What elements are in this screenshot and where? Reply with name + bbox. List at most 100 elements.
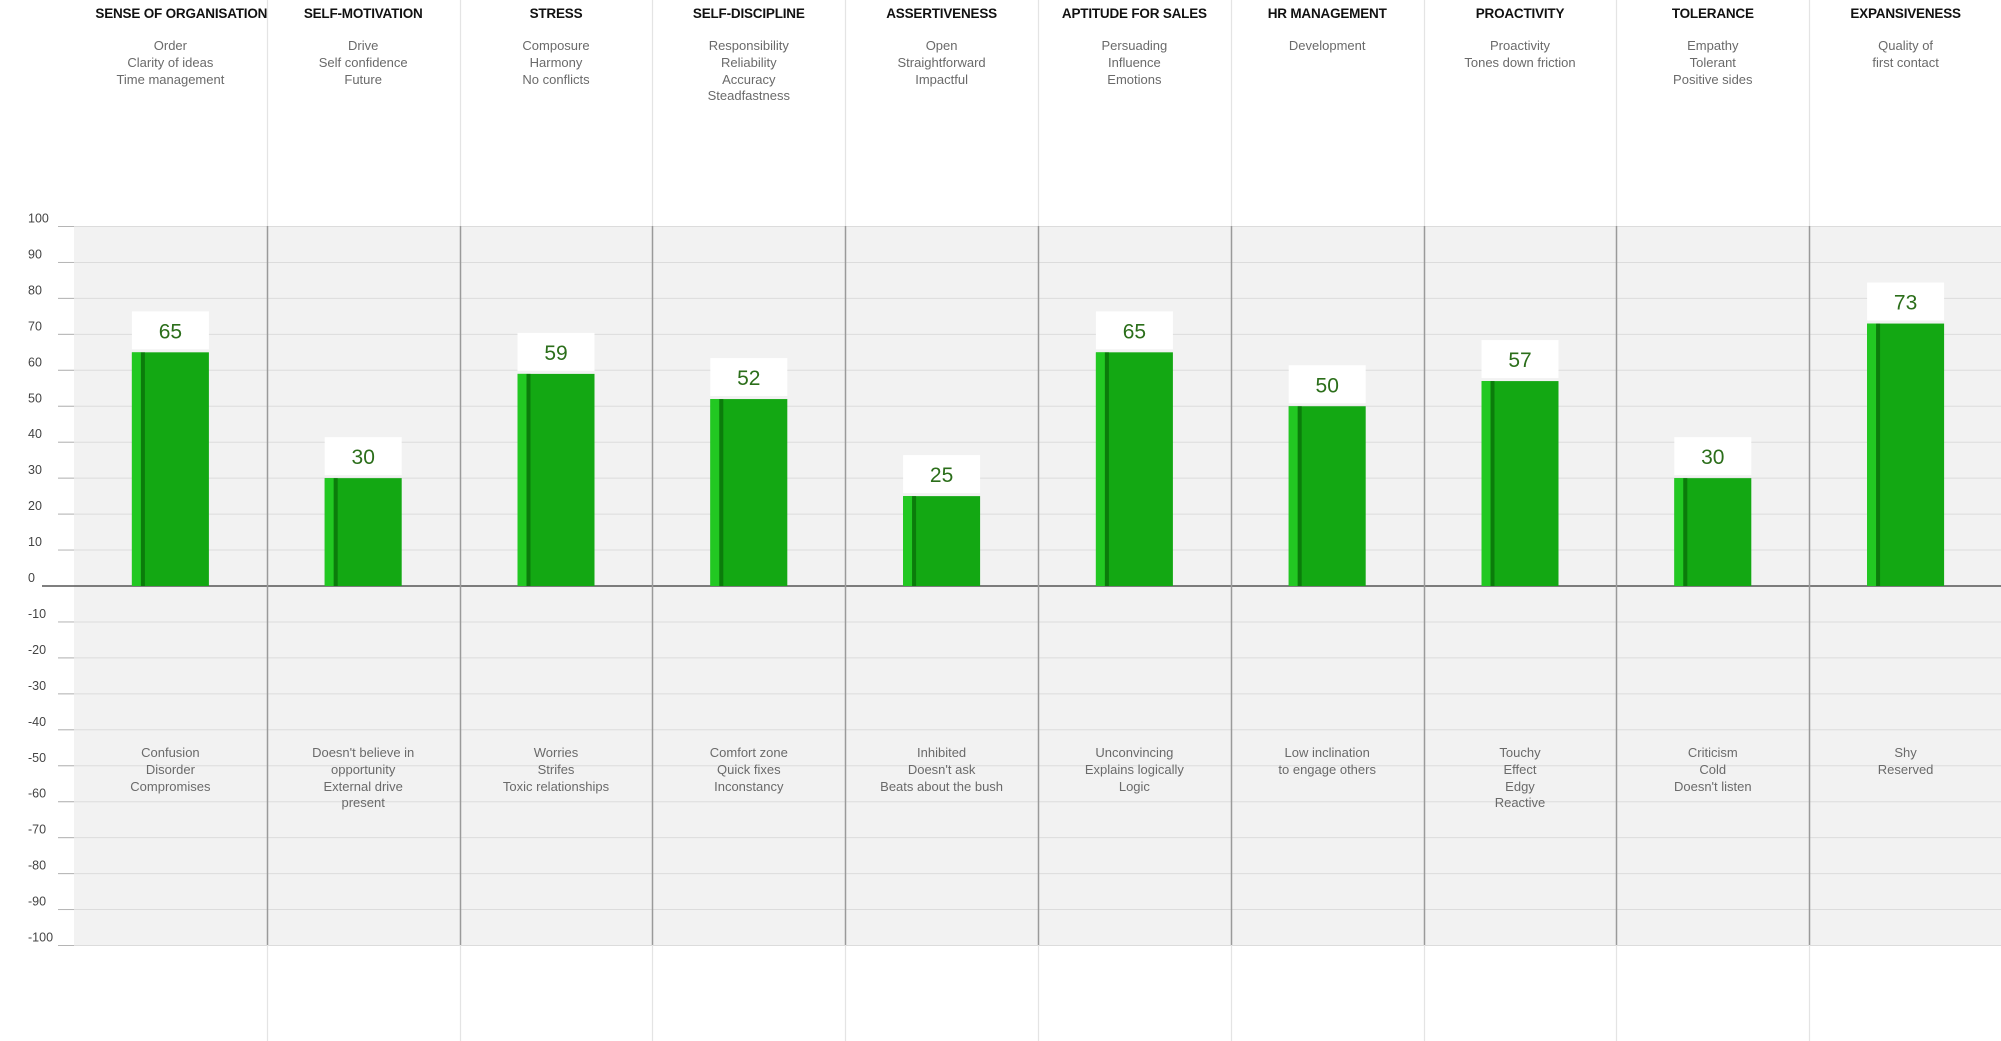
bar-edge [912,496,917,586]
value-label-box [1867,282,1945,321]
negative-descriptor: Quick fixes [717,761,781,777]
negative-descriptor: opportunity [331,761,396,777]
column-title: SENSE OF ORGANISATION [95,6,268,21]
negative-descriptor: Explains logically [1084,761,1184,777]
negative-descriptor: Toxic relationships [502,778,610,794]
negative-descriptor: Shy [1894,745,1917,760]
positive-descriptor: Time management [116,71,225,87]
value-label-box [903,455,981,494]
positive-descriptor: Reliability [720,54,777,70]
positive-descriptor: Responsibility [708,38,789,53]
column-title: SELF-DISCIPLINE [692,6,805,21]
value-label-box [324,437,402,476]
positive-descriptor: Positive sides [1673,71,1753,87]
negative-descriptor: Strifes [537,761,575,777]
bar-highlight [710,399,720,586]
negative-descriptor: Logic [1118,778,1150,794]
y-tick-label: -90 [28,895,46,909]
value-label: 73 [1894,292,1917,315]
bar-edge [1876,323,1881,586]
positive-descriptor: Composure [522,38,590,53]
positive-descriptor: Clarity of ideas [127,54,214,70]
value-label: 25 [930,464,953,487]
negative-descriptors: Inhibited Doesn't ask Beats about the bush [867,745,1017,795]
value-label: 59 [544,342,567,365]
column-title: PROACTIVITY [1475,6,1565,21]
positive-descriptor: Persuading [1101,38,1168,53]
positive-descriptor: first contact [1872,54,1939,70]
value-label: 65 [1123,320,1146,343]
column-header: SELF-DISCIPLINE Responsibility Reliability… [674,0,824,105]
column-header: SELF-MOTIVATION Drive Self confidence Futur… [288,0,438,88]
positive-descriptor: Drive [348,38,379,53]
value-label-box [517,332,595,371]
y-tick-label: -60 [28,787,46,801]
y-tick-label: -50 [28,751,46,765]
positive-descriptors: Persuading Influence Emotions [1059,38,1209,88]
gridlines [42,226,2001,946]
column-header: APTITUDE FOR SALES Persuading Influence Emo… [1059,0,1209,88]
bar-edge [1297,406,1302,586]
y-tick-label: -20 [28,643,46,657]
negative-descriptor: Reserved [1877,761,1934,777]
column-header: PROACTIVITY Proactivity Tones down frictio… [1445,0,1595,72]
negative-descriptor: Comfort zone [709,745,788,760]
bars: 65 30 59 52 25 65 50 57 30 73 [131,282,1945,586]
y-tick-label: 40 [28,427,42,441]
positive-descriptor: Order [153,38,187,53]
y-tick-label: 20 [28,499,42,513]
negative-descriptor: Low inclination [1284,745,1370,760]
negative-descriptor: to engage others [1278,761,1376,777]
column-header: ASSERTIVENESS Open Straightforward Impactfu… [867,0,1017,88]
y-tick-label: 70 [28,319,42,333]
positive-descriptor: Empathy [1687,38,1739,53]
negative-descriptor: Reactive [1494,795,1546,811]
value-label: 57 [1508,349,1531,372]
value-label-box [131,311,209,350]
negative-descriptor: Touchy [1499,745,1541,760]
column-header: EXPANSIVENESS Quality of first contact [1831,0,1981,72]
column-header: TOLERANCE Empathy Tolerant Positive sides [1638,0,1788,88]
negative-descriptors: Confusion Disorder Compromises [95,745,245,795]
negative-descriptor: Cold [1699,761,1727,777]
y-tick-label: 0 [28,571,35,585]
negative-descriptor: External drive [323,778,403,794]
y-tick-label: 30 [28,463,42,477]
value-label-box [1288,365,1366,404]
positive-descriptor: Straightforward [897,54,986,70]
negative-descriptor: Effect [1503,761,1537,777]
y-tick-label: -30 [28,679,46,693]
negative-descriptor: Doesn't ask [907,761,976,777]
positive-descriptor: Future [344,71,382,87]
positive-descriptor: Impactful [915,71,968,87]
y-tick-label: 10 [28,535,42,549]
negative-descriptor: Worries [533,745,579,760]
bar-highlight [131,352,141,586]
positive-descriptor: Steadfastness [707,88,790,104]
y-tick-label: 80 [28,283,42,297]
value-label-box [1095,311,1173,350]
bar-highlight [517,373,527,586]
y-tick-label: -10 [28,607,46,621]
column-header: STRESS Composure Harmony No conflicts [481,0,631,88]
positive-descriptor: Proactivity [1490,38,1550,53]
positive-descriptors: Proactivity Tones down friction [1445,38,1595,72]
bar-highlight [1481,381,1491,586]
bar-edge [719,399,724,586]
column-title: ASSERTIVENESS [886,6,997,21]
bar-highlight [1867,323,1877,586]
y-tick-label: -100 [28,931,53,945]
column-title: STRESS [529,6,583,21]
negative-descriptor: Disorder [145,761,195,777]
negative-descriptor: Inhibited [917,745,967,760]
bar-highlight [324,478,334,586]
negative-descriptors: Unconvincing Explains logically Logic [1059,745,1209,795]
y-tick-label: -40 [28,715,46,729]
value-label-box [1674,437,1752,476]
positive-descriptors: Quality of first contact [1831,38,1981,72]
positive-descriptor: No conflicts [522,71,590,87]
positive-descriptors: Development [1252,38,1402,55]
positive-descriptor: Emotions [1107,71,1162,87]
positive-descriptor: Accuracy [722,71,776,87]
positive-descriptors: Order Clarity of ideas Time management [95,38,245,88]
